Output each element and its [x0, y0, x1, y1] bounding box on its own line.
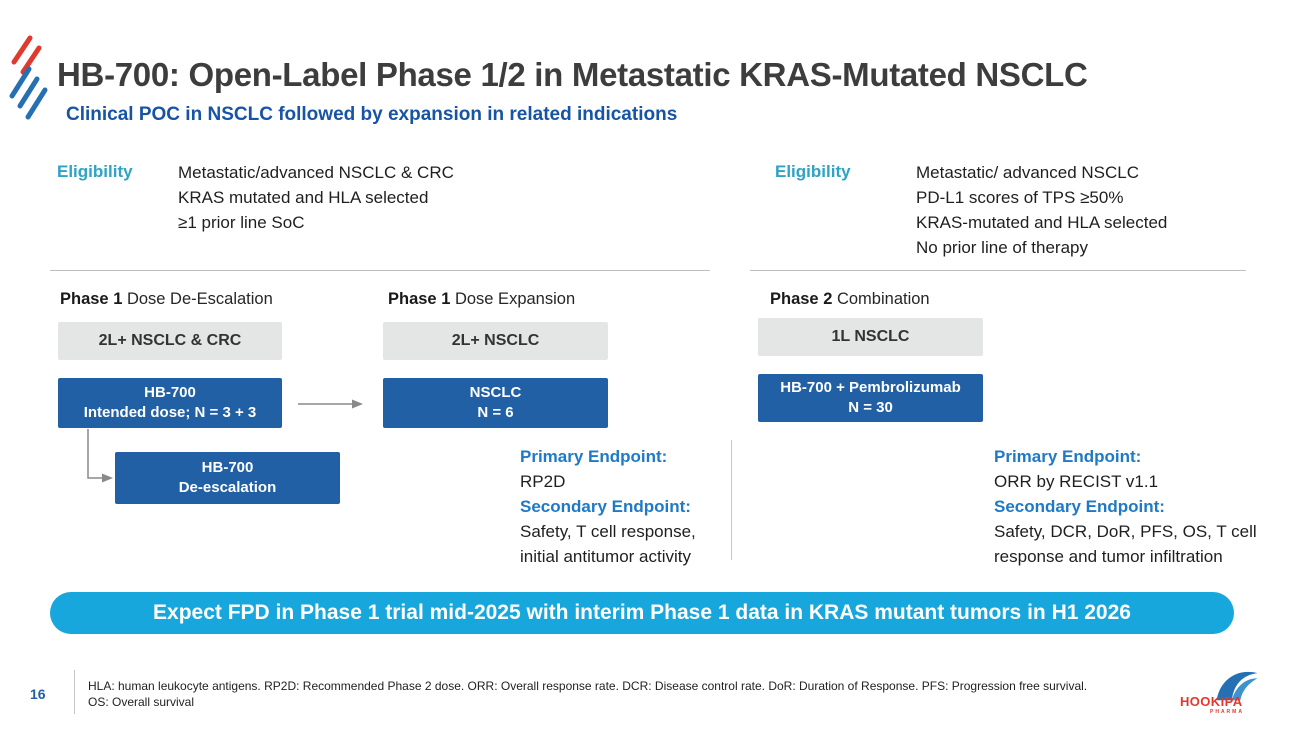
hookipa-logo: HOOKIPA PHARMA	[1180, 668, 1275, 720]
eligibility-line: PD-L1 scores of TPS ≥50%	[916, 188, 1124, 207]
footnote-line: OS: Overall survival	[88, 695, 195, 709]
arm-box-line: De-escalation	[178, 479, 277, 496]
phase-label: Phase 1	[60, 290, 123, 308]
phase-desc: Dose Expansion	[450, 290, 576, 308]
footnote-line: HLA: human leukocyte antigens. RP2D: Rec…	[88, 679, 1088, 693]
eligibility-list-left: Metastatic/advanced NSCLC & CRC KRAS mut…	[178, 160, 454, 235]
logo-wordmark: HOOKIPA	[1180, 694, 1243, 709]
divider-right-study	[750, 270, 1246, 271]
arm-box-hb700-intended-dose: HB-700 Intended dose; N = 3 + 3	[58, 378, 282, 428]
eligibility-line: Metastatic/ advanced NSCLC	[916, 163, 1139, 182]
divider-left-study	[50, 270, 710, 271]
phase1-deescalation-header: Phase 1 Dose De-Escalation	[60, 290, 273, 309]
arm-box-line: Intended dose; N = 3 + 3	[83, 404, 257, 421]
secondary-endpoint-label: Secondary Endpoint:	[994, 497, 1165, 516]
arm-box-nsclc-expansion: NSCLC N = 6	[383, 378, 608, 428]
secondary-endpoint-label: Secondary Endpoint:	[520, 497, 691, 516]
arm-box-line: HB-700	[201, 459, 254, 476]
arm-box-line: HB-700	[144, 384, 196, 401]
primary-endpoint-label: Primary Endpoint:	[994, 447, 1142, 466]
eligibility-list-right: Metastatic/ advanced NSCLC PD-L1 scores …	[916, 160, 1167, 260]
primary-endpoint-value: ORR by RECIST v1.1	[994, 472, 1159, 491]
arm-box-hb700-pembrolizumab: HB-700 + Pembrolizumab N = 30	[758, 374, 983, 422]
eligibility-line: KRAS-mutated and HLA selected	[916, 213, 1168, 232]
phase1-expansion-header: Phase 1 Dose Expansion	[388, 290, 575, 309]
phase2-combination-header: Phase 2 Combination	[770, 290, 930, 309]
arm-box-line: NSCLC	[469, 384, 522, 401]
population-box-combination: 1L NSCLC	[758, 318, 983, 356]
arm-box-line: N = 30	[848, 399, 893, 416]
primary-endpoint-label: Primary Endpoint:	[520, 447, 668, 466]
secondary-endpoint-value: Safety, T cell response, initial antitum…	[520, 522, 696, 566]
logo-subtext: PHARMA	[1210, 709, 1244, 715]
eligibility-line: Metastatic/advanced NSCLC & CRC	[178, 163, 454, 182]
page-number: 16	[30, 686, 46, 702]
endpoints-divider	[731, 440, 732, 560]
phase-desc: Dose De-Escalation	[122, 290, 273, 308]
endpoints-phase1: Primary Endpoint: RP2D Secondary Endpoin…	[520, 444, 732, 569]
secondary-endpoint-value: Safety, DCR, DoR, PFS, OS, T cell respon…	[994, 522, 1257, 566]
logo-wave-icon	[1216, 671, 1258, 701]
corner-slashes-icon	[9, 35, 48, 120]
arm-box-line: N = 6	[477, 404, 514, 421]
eligibility-line: KRAS mutated and HLA selected	[178, 188, 429, 207]
arm-box-line: HB-700 + Pembrolizumab	[780, 379, 961, 396]
population-box-expansion: 2L+ NSCLC	[383, 322, 608, 360]
eligibility-label-right: Eligibility	[775, 162, 851, 181]
timeline-banner: Expect FPD in Phase 1 trial mid-2025 wit…	[50, 592, 1234, 634]
phase-desc: Combination	[832, 290, 930, 308]
phase-label: Phase 2	[770, 290, 833, 308]
phase-label: Phase 1	[388, 290, 451, 308]
arm-box-hb700-deescalation: HB-700 De-escalation	[115, 452, 340, 504]
endpoints-phase2: Primary Endpoint: ORR by RECIST v1.1 Sec…	[994, 444, 1274, 569]
population-box-deescalation: 2L+ NSCLC & CRC	[58, 322, 282, 360]
slide-subtitle: Clinical POC in NSCLC followed by expans…	[66, 104, 678, 125]
footer-divider	[74, 670, 75, 714]
eligibility-line: ≥1 prior line SoC	[178, 213, 305, 232]
slide-title: HB-700: Open-Label Phase 1/2 in Metastat…	[57, 56, 1088, 93]
footnote: HLA: human leukocyte antigens. RP2D: Rec…	[88, 678, 1158, 710]
primary-endpoint-value: RP2D	[520, 472, 566, 491]
eligibility-line: No prior line of therapy	[916, 238, 1088, 257]
eligibility-label-left: Eligibility	[57, 162, 133, 181]
